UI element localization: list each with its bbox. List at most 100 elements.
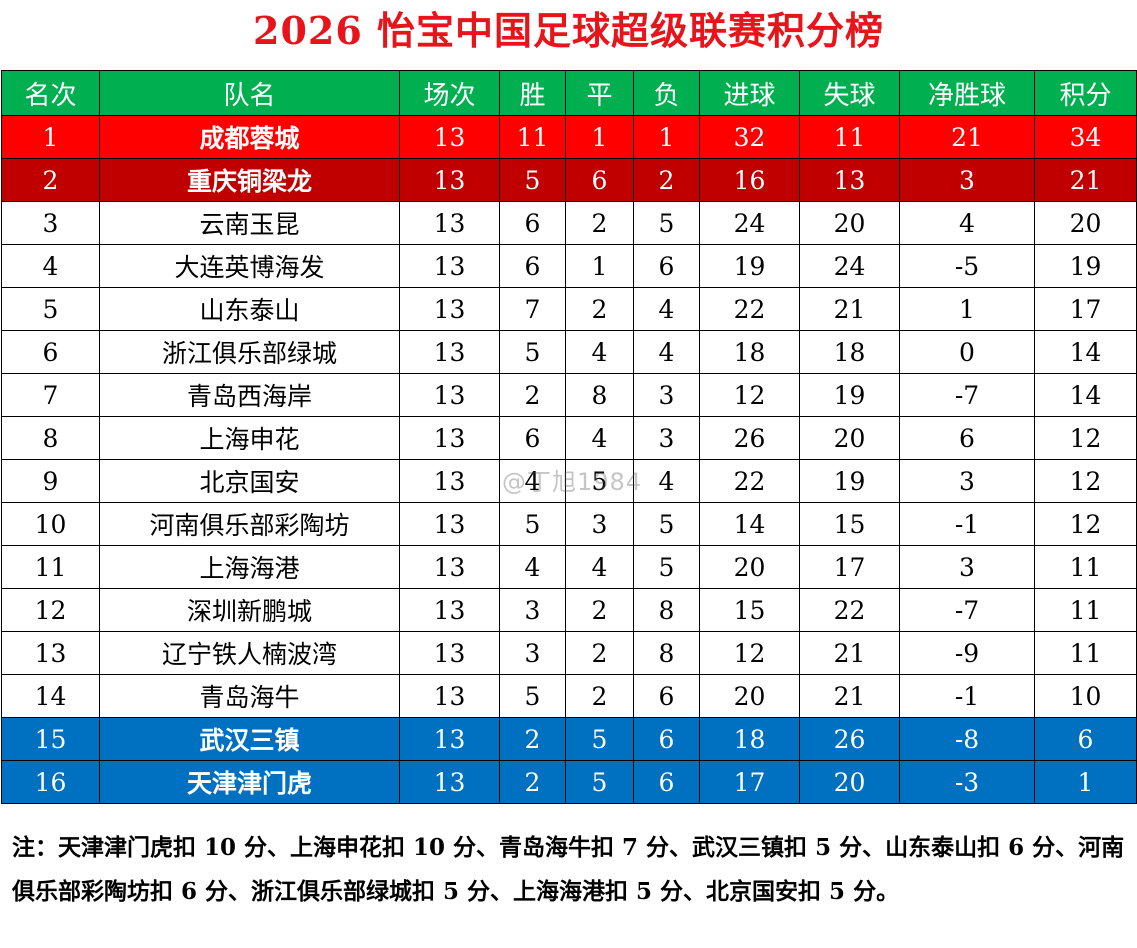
cell-team: 成都蓉城 [99, 115, 400, 159]
cell-goal-difference: 6 [899, 416, 1035, 460]
cell-drawn: 2 [565, 287, 634, 331]
cell-goals-against: 21 [799, 631, 900, 675]
header-goals-for: 进球 [699, 70, 800, 116]
cell-won: 5 [499, 502, 566, 546]
cell-lost: 3 [633, 373, 700, 417]
table-row: 12 深圳新鹏城 13 3 2 8 15 22 -7 11 [1, 588, 1137, 632]
table-row: 3 云南玉昆 13 6 2 5 24 20 4 20 [1, 201, 1137, 245]
cell-won: 3 [499, 631, 566, 675]
cell-points: 14 [1034, 330, 1137, 374]
cell-goals-for: 18 [699, 717, 800, 761]
table-row: 13 辽宁铁人楠波湾 13 3 2 8 12 21 -9 11 [1, 631, 1137, 675]
table-row: 7 青岛西海岸 13 2 8 3 12 19 -7 14 [1, 373, 1137, 417]
cell-played: 13 [399, 545, 500, 589]
cell-goals-for: 20 [699, 674, 800, 718]
cell-goal-difference: 1 [899, 287, 1035, 331]
cell-drawn: 4 [565, 416, 634, 460]
cell-goals-for: 19 [699, 244, 800, 288]
cell-team: 青岛海牛 [99, 674, 400, 718]
page-title: 2026 怡宝中国足球超级联赛积分榜 [253, 8, 884, 53]
cell-team: 浙江俱乐部绿城 [99, 330, 400, 374]
cell-won: 5 [499, 674, 566, 718]
cell-goals-for: 24 [699, 201, 800, 245]
cell-rank: 15 [1, 717, 100, 761]
cell-goal-difference: -8 [899, 717, 1035, 761]
cell-drawn: 5 [565, 459, 634, 503]
cell-won: 4 [499, 459, 566, 503]
table-row: 15 武汉三镇 13 2 5 6 18 26 -8 6 [1, 717, 1137, 761]
cell-goal-difference: -7 [899, 373, 1035, 417]
cell-rank: 2 [1, 158, 100, 202]
cell-won: 2 [499, 717, 566, 761]
cell-played: 13 [399, 502, 500, 546]
table-row: 6 浙江俱乐部绿城 13 5 4 4 18 18 0 14 [1, 330, 1137, 374]
cell-goal-difference: 0 [899, 330, 1035, 374]
cell-drawn: 5 [565, 717, 634, 761]
cell-played: 13 [399, 674, 500, 718]
cell-rank: 12 [1, 588, 100, 632]
cell-team: 重庆铜梁龙 [99, 158, 400, 202]
deduction-note: 注：天津津门虎扣 10 分、上海申花扣 10 分、青岛海牛扣 7 分、武汉三镇扣… [12, 834, 1125, 905]
cell-points: 12 [1034, 459, 1137, 503]
cell-goal-difference: -9 [899, 631, 1035, 675]
cell-team: 云南玉昆 [99, 201, 400, 245]
cell-goals-for: 22 [699, 287, 800, 331]
cell-team: 武汉三镇 [99, 717, 400, 761]
header-points: 积分 [1034, 70, 1137, 116]
cell-rank: 6 [1, 330, 100, 374]
cell-lost: 3 [633, 416, 700, 460]
cell-goals-against: 13 [799, 158, 900, 202]
cell-goals-against: 21 [799, 287, 900, 331]
header-won: 胜 [499, 70, 566, 116]
cell-goals-against: 22 [799, 588, 900, 632]
table-row: 11 上海海港 13 4 4 5 20 17 3 11 [1, 545, 1137, 589]
cell-team: 上海申花 [99, 416, 400, 460]
cell-drawn: 2 [565, 201, 634, 245]
table-row: 1 成都蓉城 13 11 1 1 32 11 21 34 [1, 115, 1137, 159]
cell-drawn: 4 [565, 545, 634, 589]
cell-goals-for: 18 [699, 330, 800, 374]
header-played: 场次 [399, 70, 500, 116]
cell-team: 大连英博海发 [99, 244, 400, 288]
cell-points: 14 [1034, 373, 1137, 417]
cell-team: 上海海港 [99, 545, 400, 589]
cell-points: 1 [1034, 760, 1137, 804]
table-row: 4 大连英博海发 13 6 1 6 19 24 -5 19 [1, 244, 1137, 288]
cell-goals-against: 19 [799, 373, 900, 417]
cell-points: 11 [1034, 545, 1137, 589]
header-goal-difference: 净胜球 [899, 70, 1035, 116]
cell-team: 北京国安 [99, 459, 400, 503]
cell-goals-for: 12 [699, 631, 800, 675]
cell-goals-for: 16 [699, 158, 800, 202]
cell-played: 13 [399, 760, 500, 804]
cell-goals-for: 20 [699, 545, 800, 589]
cell-lost: 6 [633, 760, 700, 804]
cell-team: 天津津门虎 [99, 760, 400, 804]
cell-lost: 8 [633, 588, 700, 632]
cell-rank: 1 [1, 115, 100, 159]
cell-goals-against: 24 [799, 244, 900, 288]
header-goals-against: 失球 [799, 70, 900, 116]
cell-team: 深圳新鹏城 [99, 588, 400, 632]
cell-played: 13 [399, 588, 500, 632]
cell-drawn: 8 [565, 373, 634, 417]
cell-goals-against: 20 [799, 416, 900, 460]
cell-won: 5 [499, 158, 566, 202]
cell-lost: 5 [633, 502, 700, 546]
cell-played: 13 [399, 287, 500, 331]
cell-won: 2 [499, 373, 566, 417]
cell-lost: 6 [633, 674, 700, 718]
cell-played: 13 [399, 631, 500, 675]
cell-points: 12 [1034, 416, 1137, 460]
cell-goals-against: 19 [799, 459, 900, 503]
cell-lost: 4 [633, 459, 700, 503]
cell-rank: 7 [1, 373, 100, 417]
cell-lost: 4 [633, 287, 700, 331]
cell-played: 13 [399, 201, 500, 245]
cell-goals-against: 18 [799, 330, 900, 374]
cell-points: 11 [1034, 631, 1137, 675]
cell-rank: 4 [1, 244, 100, 288]
table-row: 16 天津津门虎 13 2 5 6 17 20 -3 1 [1, 760, 1137, 804]
header-drawn: 平 [565, 70, 634, 116]
cell-goals-against: 26 [799, 717, 900, 761]
